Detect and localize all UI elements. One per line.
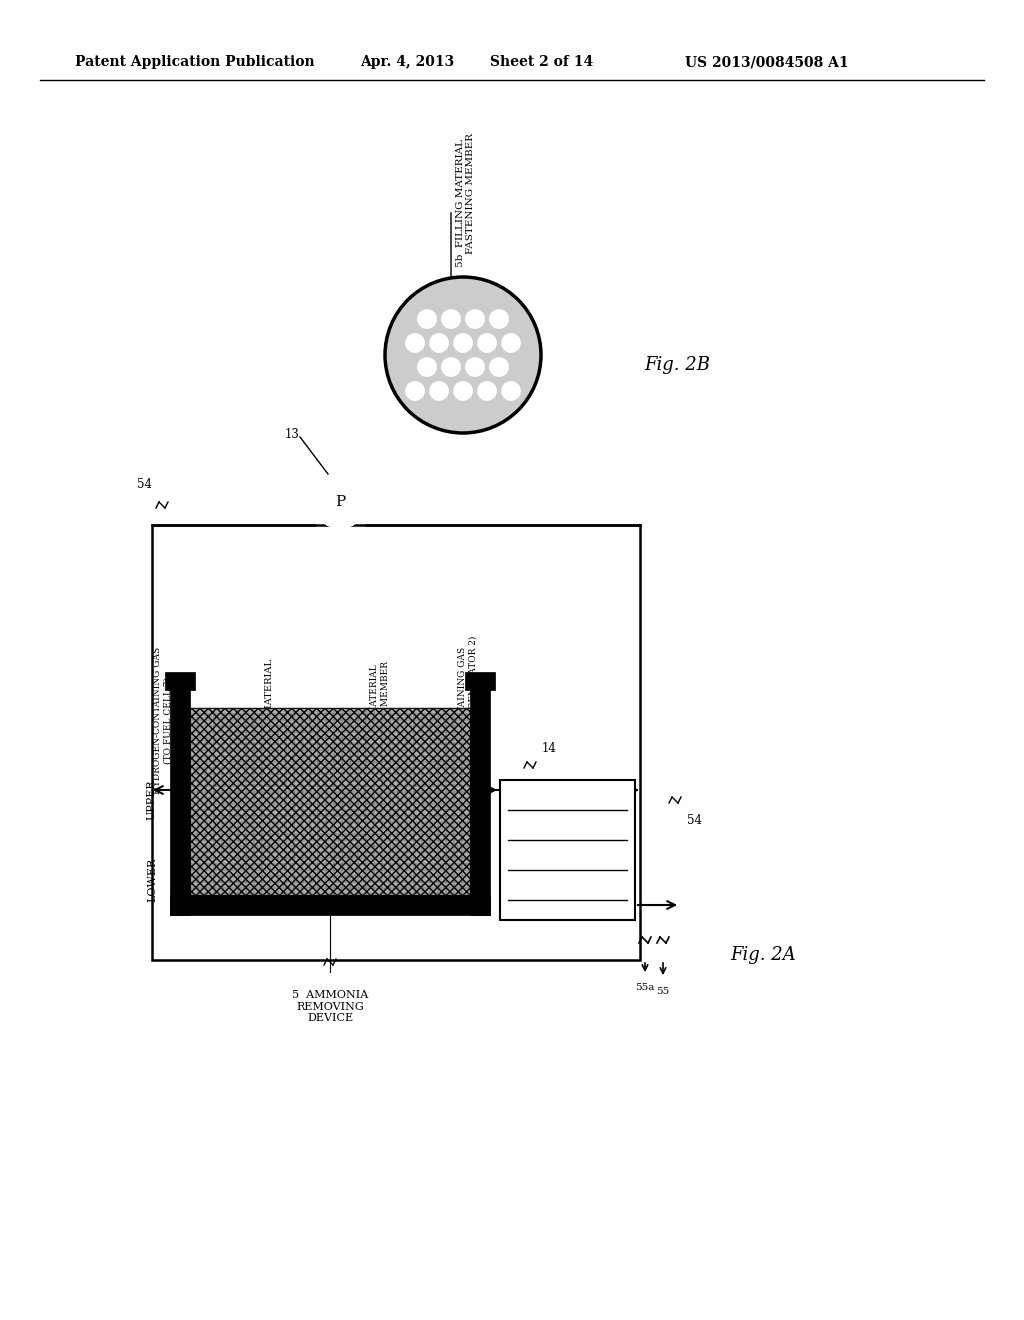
Bar bbox=[170, 690, 190, 915]
Text: Apr. 4, 2013: Apr. 4, 2013 bbox=[360, 55, 455, 69]
Text: 54: 54 bbox=[137, 479, 152, 491]
Circle shape bbox=[442, 358, 460, 376]
Text: 55a: 55a bbox=[635, 983, 654, 993]
Text: Fig. 2B: Fig. 2B bbox=[644, 356, 710, 374]
Bar bbox=[190, 708, 470, 895]
Circle shape bbox=[478, 334, 496, 352]
Circle shape bbox=[454, 334, 472, 352]
Circle shape bbox=[442, 310, 460, 327]
Text: 14: 14 bbox=[542, 742, 557, 755]
Bar bbox=[470, 690, 490, 915]
Text: Patent Application Publication: Patent Application Publication bbox=[75, 55, 314, 69]
Text: 5b  FILLING MATERIAL
    FASTENING MEMBER: 5b FILLING MATERIAL FASTENING MEMBER bbox=[371, 661, 390, 779]
Circle shape bbox=[385, 277, 541, 433]
Text: HYDROGEN-CONTAINING GAS
(FROM HYDROGEN GENERATOR 2): HYDROGEN-CONTAINING GAS (FROM HYDROGEN G… bbox=[459, 635, 478, 805]
Circle shape bbox=[406, 381, 424, 400]
Circle shape bbox=[418, 310, 436, 327]
Circle shape bbox=[466, 310, 484, 327]
Text: 54: 54 bbox=[687, 813, 702, 826]
Circle shape bbox=[466, 358, 484, 376]
Bar bbox=[500, 780, 635, 920]
Text: 55: 55 bbox=[656, 986, 670, 995]
Text: P: P bbox=[335, 495, 345, 510]
Text: 5a  FILLING MATERIAL: 5a FILLING MATERIAL bbox=[265, 660, 274, 780]
Circle shape bbox=[490, 310, 508, 327]
Text: HYDROGEN-CONTAINING GAS
(TO FUEL CELL 7): HYDROGEN-CONTAINING GAS (TO FUEL CELL 7) bbox=[154, 647, 173, 793]
Text: UPPER: UPPER bbox=[147, 780, 157, 820]
Text: LOWER: LOWER bbox=[147, 858, 157, 902]
Bar bbox=[465, 672, 495, 690]
Text: 5  AMMONIA
REMOVING
DEVICE: 5 AMMONIA REMOVING DEVICE bbox=[292, 990, 368, 1023]
Circle shape bbox=[502, 334, 520, 352]
Text: Sheet 2 of 14: Sheet 2 of 14 bbox=[490, 55, 593, 69]
Circle shape bbox=[430, 381, 449, 400]
Circle shape bbox=[478, 381, 496, 400]
Circle shape bbox=[314, 477, 366, 528]
Text: Fig. 2A: Fig. 2A bbox=[730, 946, 796, 964]
Circle shape bbox=[502, 381, 520, 400]
Text: 5b  FILLING MATERIAL
    FASTENING MEMBER: 5b FILLING MATERIAL FASTENING MEMBER bbox=[456, 133, 475, 267]
Text: US 2013/0084508 A1: US 2013/0084508 A1 bbox=[685, 55, 849, 69]
Circle shape bbox=[418, 358, 436, 376]
Circle shape bbox=[490, 358, 508, 376]
Bar bbox=[170, 895, 490, 915]
Circle shape bbox=[454, 381, 472, 400]
Circle shape bbox=[430, 334, 449, 352]
Circle shape bbox=[406, 334, 424, 352]
Text: WATER: WATER bbox=[483, 830, 493, 870]
Text: 13: 13 bbox=[284, 428, 299, 441]
Bar bbox=[152, 525, 640, 960]
Bar bbox=[165, 672, 195, 690]
